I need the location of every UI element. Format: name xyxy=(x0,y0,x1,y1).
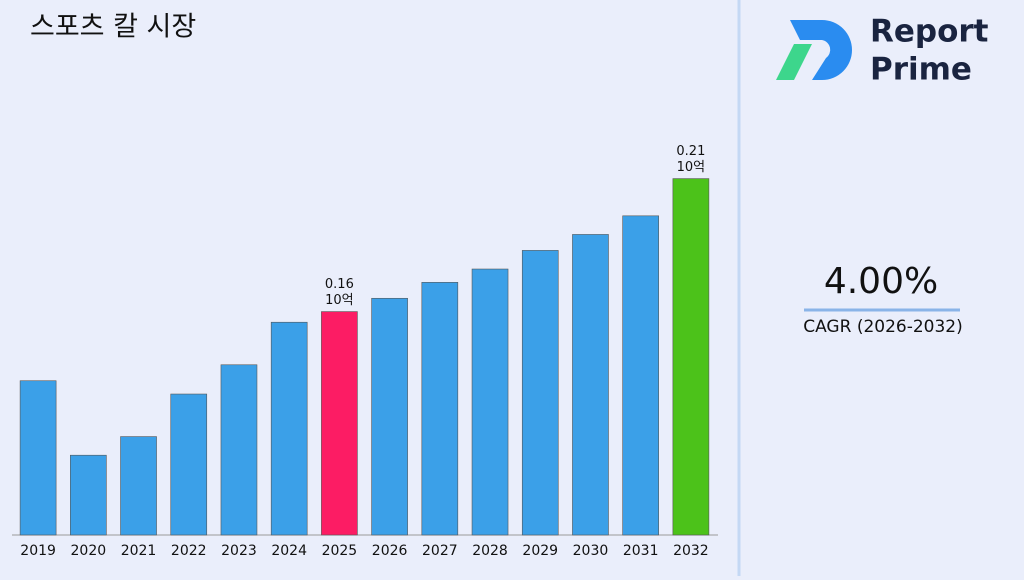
bar xyxy=(19,380,57,536)
data-label: 0.16 xyxy=(325,277,354,292)
logo-text: Prime xyxy=(870,52,972,88)
x-tick-label: 2023 xyxy=(221,543,257,559)
bar xyxy=(170,393,208,536)
data-label-unit: 10억 xyxy=(325,293,354,308)
x-tick-label: 2027 xyxy=(422,543,458,559)
x-tick-label: 2021 xyxy=(121,543,157,559)
x-tick-label: 2019 xyxy=(20,543,56,559)
chart-title: 스포츠 칼 시장 xyxy=(30,12,196,43)
bar xyxy=(572,234,609,536)
x-tick-label: 2022 xyxy=(171,543,207,559)
bar xyxy=(120,436,157,536)
x-tick-label: 2032 xyxy=(673,543,709,559)
x-tick-label: 2031 xyxy=(623,543,659,559)
bar xyxy=(421,282,459,536)
bar xyxy=(521,250,559,536)
bar xyxy=(220,364,258,536)
bar xyxy=(321,311,358,536)
x-tick-label: 2029 xyxy=(522,543,558,559)
bar xyxy=(70,454,107,536)
x-tick-label: 2025 xyxy=(322,543,358,559)
x-tick-label: 2024 xyxy=(271,543,307,559)
data-label: 0.21 xyxy=(676,144,705,159)
bar xyxy=(471,268,509,536)
logo-icon xyxy=(776,20,852,80)
data-label-unit: 10억 xyxy=(677,160,706,175)
bar xyxy=(371,297,408,536)
bar xyxy=(672,178,710,536)
x-tick-label: 2030 xyxy=(573,543,609,559)
logo-text: Report xyxy=(870,14,989,50)
cagr-value: 4.00% xyxy=(824,261,938,302)
cagr-label: CAGR (2026-2032) xyxy=(803,317,963,337)
bar xyxy=(622,215,659,536)
x-tick-label: 2026 xyxy=(372,543,408,559)
bar xyxy=(270,321,308,536)
x-tick-label: 2020 xyxy=(71,543,107,559)
x-tick-label: 2028 xyxy=(472,543,508,559)
